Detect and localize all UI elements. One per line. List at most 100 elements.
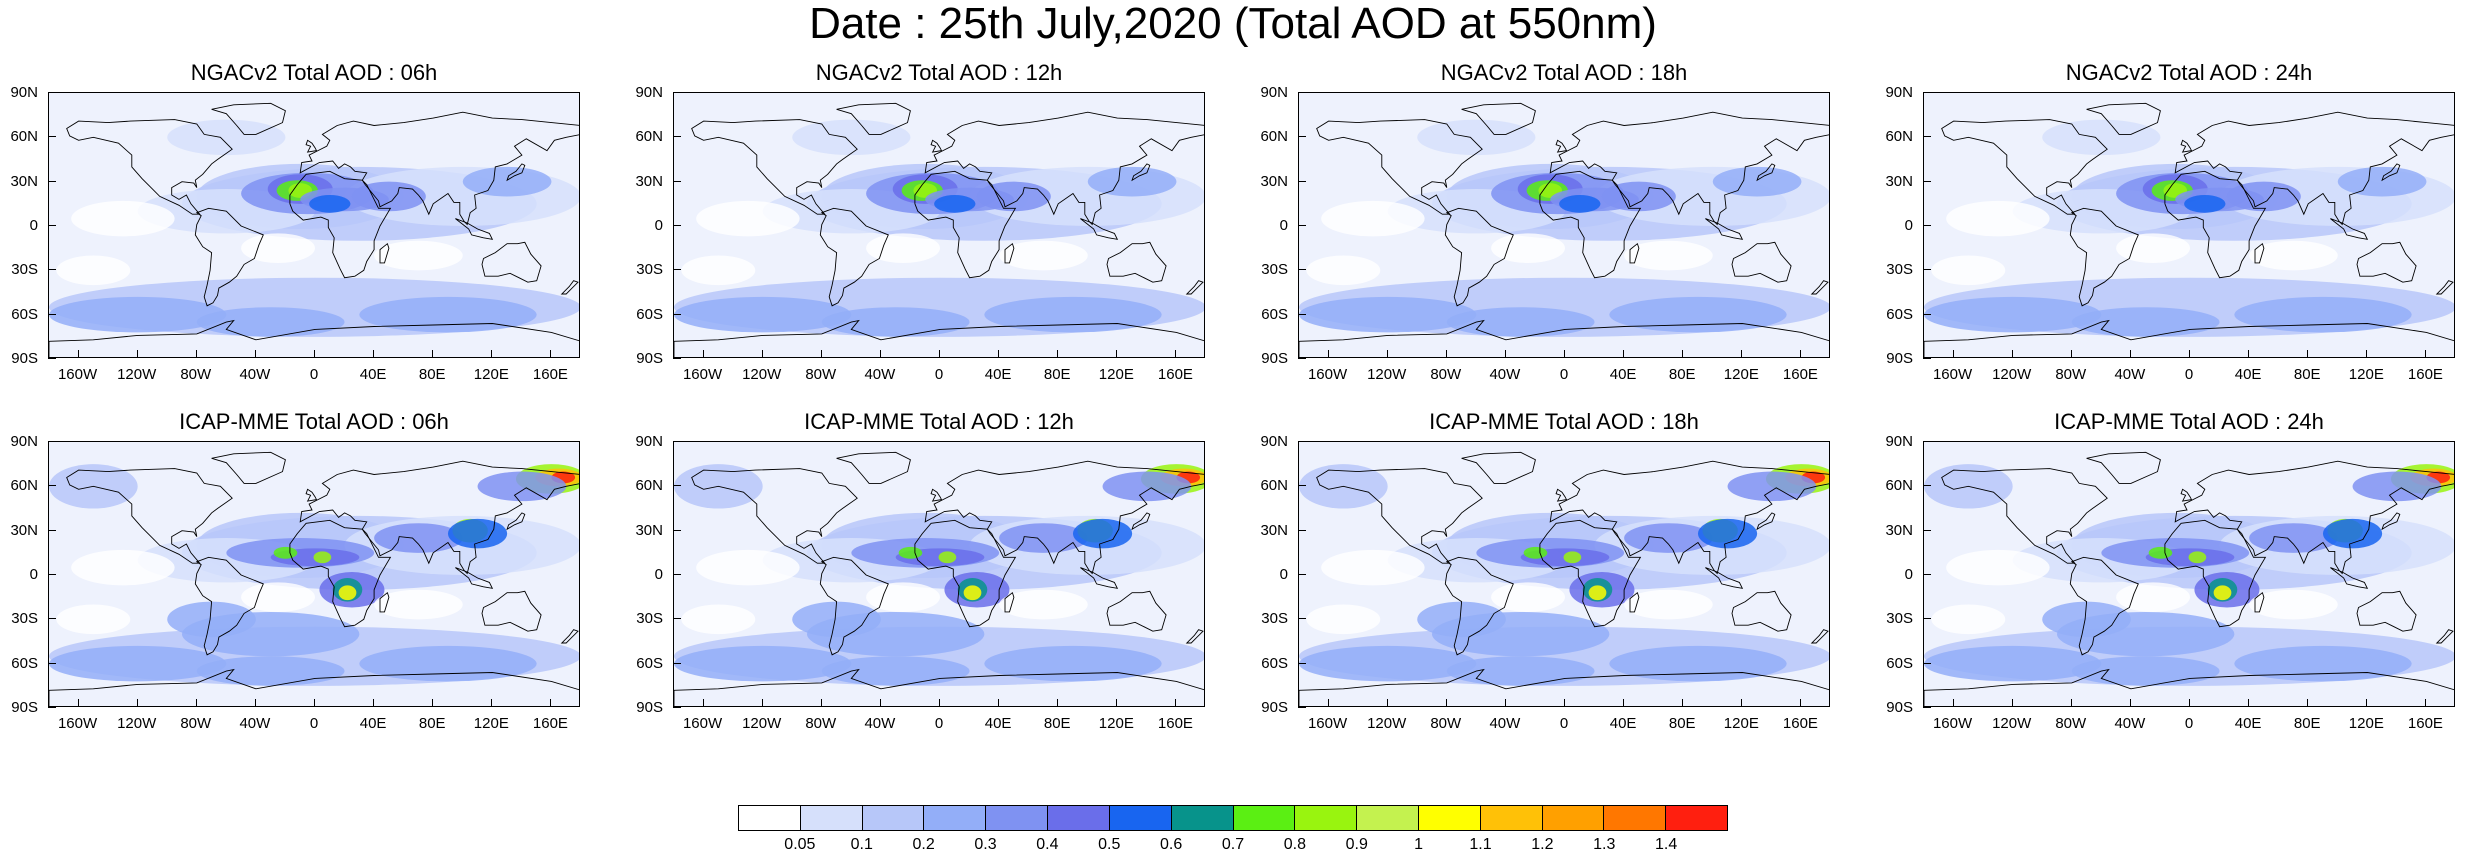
lat-tick xyxy=(1298,662,1306,664)
colorbar-label: 1.2 xyxy=(1531,836,1554,853)
aod-region xyxy=(374,523,463,553)
coastline-north-america xyxy=(1941,468,2108,564)
lat-tick xyxy=(1923,313,1931,315)
aod-map xyxy=(673,441,1205,707)
aod-map xyxy=(673,92,1205,358)
lat-tick xyxy=(673,225,681,226)
lon-tick xyxy=(1504,699,1506,707)
lon-tick-label: 160W xyxy=(1307,366,1348,383)
lon-tick-label: 80W xyxy=(805,715,837,732)
colorbar-swatch xyxy=(1604,806,1667,830)
colorbar-swatch xyxy=(1480,806,1543,830)
lon-tick xyxy=(2070,350,2072,358)
map-panel: NGACv2 Total AOD : 24h 90N 60N 30N 0 30S 60S 90… xyxy=(1885,62,2459,383)
lat-tick-label: 30N xyxy=(1260,521,1288,539)
colorbar-swatch xyxy=(800,806,863,830)
clean-region xyxy=(1931,255,2006,286)
aod-region xyxy=(309,194,351,213)
lon-tick xyxy=(2189,350,2190,358)
lon-tick xyxy=(1564,699,1565,707)
aod-region xyxy=(1601,181,1676,212)
lon-tick-label: 160E xyxy=(2407,715,2443,732)
lon-tick-label: 160E xyxy=(1157,715,1193,732)
lon-tick-label: 160W xyxy=(57,366,98,383)
lon-tick-label: 120E xyxy=(473,715,509,732)
lat-tick xyxy=(673,485,681,487)
colorbar-label: 0.3 xyxy=(974,836,997,853)
aod-region xyxy=(2226,181,2301,212)
aod-region xyxy=(1727,471,1817,502)
lon-tick xyxy=(1682,699,1684,707)
lat-tick xyxy=(1923,441,1931,442)
lat-tick-label: 90N xyxy=(10,433,38,450)
lat-tick xyxy=(1923,529,1931,531)
coastline-uk xyxy=(305,139,318,153)
lat-tick-label: 0 xyxy=(1904,566,1913,583)
coastline-uk xyxy=(2180,139,2193,153)
lat-tick xyxy=(673,618,681,620)
panel-title: NGACv2 Total AOD : 18h xyxy=(1440,60,1688,85)
coastline-eurasia xyxy=(1549,460,1829,575)
lon-tick xyxy=(1741,350,1743,358)
lat-tick-label: 90N xyxy=(1885,84,1913,101)
clean-region xyxy=(2249,240,2338,271)
lat-tick-label: 60S xyxy=(11,305,38,323)
lat-tick xyxy=(673,358,681,359)
lon-tick-label: 40W xyxy=(239,366,271,383)
coastline-uk xyxy=(930,139,943,153)
lon-tick xyxy=(1327,350,1329,358)
lon-tick xyxy=(998,699,1000,707)
clean-region xyxy=(241,233,315,263)
lat-tick xyxy=(1298,269,1306,271)
lon-tick xyxy=(879,350,881,358)
map-panel: NGACv2 Total AOD : 12h 90N 60N 30N 0 30S 60S 90… xyxy=(635,62,1209,383)
colorbar-label: 0.4 xyxy=(1036,836,1059,853)
coastline-antarctica xyxy=(1299,668,1829,706)
lon-tick-label: 120E xyxy=(473,366,509,383)
colorbar-label: 0.7 xyxy=(1221,836,1245,853)
aod-region xyxy=(2234,645,2412,682)
lat-tick xyxy=(673,529,681,531)
map-canvas xyxy=(1924,442,2454,706)
map-panel: ICAP-MME Total AOD : 18h 90N 60N 30N 0 30S 60S… xyxy=(1260,411,1834,732)
clean-region xyxy=(71,200,175,237)
lon-tick-label: 160W xyxy=(1932,366,1973,383)
coastline-north-america xyxy=(691,468,858,564)
coastline-madagascar xyxy=(2254,591,2265,613)
lon-tick-label: 80E xyxy=(2293,366,2321,383)
colorbar-swatch xyxy=(1109,806,1172,830)
coastline-north-america xyxy=(1316,119,1483,215)
lon-tick xyxy=(1445,350,1447,358)
lon-tick-label: 120E xyxy=(2348,715,2384,732)
coastline-madagascar xyxy=(379,591,390,613)
clean-region xyxy=(681,604,756,635)
lat-tick xyxy=(673,136,681,138)
lat-tick xyxy=(673,180,681,182)
aod-region xyxy=(273,546,298,559)
lon-tick-label: 120W xyxy=(117,366,157,383)
aod-region xyxy=(196,656,345,686)
coastline-south-america xyxy=(194,556,264,656)
lon-tick xyxy=(2070,699,2072,707)
lon-tick-label: 0 xyxy=(934,366,944,383)
lat-tick xyxy=(1298,358,1306,359)
lon-tick xyxy=(2248,699,2250,707)
lon-tick xyxy=(2307,350,2309,358)
lon-tick xyxy=(1386,350,1388,358)
clean-region xyxy=(866,233,940,263)
colorbar-label: 0.6 xyxy=(1160,836,1183,853)
lat-tick-label: 30N xyxy=(1260,172,1288,190)
colorbar-label: 0.05 xyxy=(784,836,816,853)
coastline-north-america xyxy=(66,468,233,564)
lon-tick xyxy=(373,699,375,707)
coastline-japan xyxy=(1756,163,1776,182)
lon-tick-label: 120W xyxy=(1992,715,2032,732)
lon-tick xyxy=(136,350,138,358)
lat-tick xyxy=(1298,707,1306,708)
map-panel: NGACv2 Total AOD : 06h 90N 60N 30N 0 30S 60S 90… xyxy=(10,62,584,383)
coastline-uk xyxy=(305,488,318,502)
coastline-antarctica xyxy=(49,668,579,706)
colorbar-swatch xyxy=(924,806,987,830)
lat-tick-label: 90S xyxy=(1261,699,1288,716)
lat-tick-label: 30S xyxy=(1886,261,1913,279)
